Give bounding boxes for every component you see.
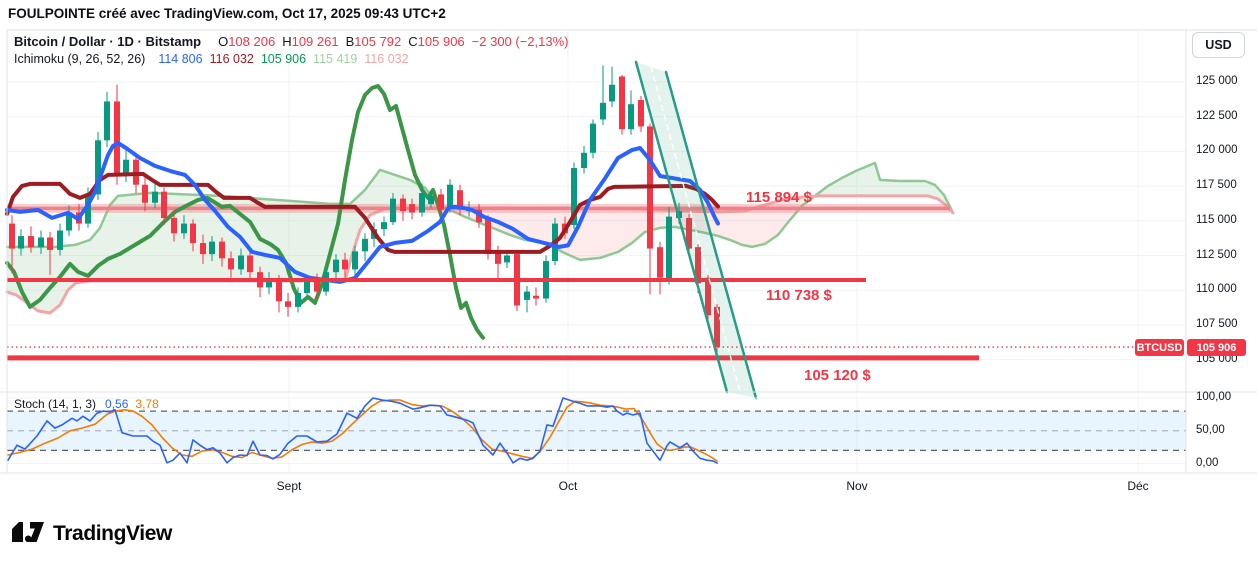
ichimoku-chikou-value: 105 906 xyxy=(260,52,307,66)
symbol-title[interactable]: Bitcoin / Dollar · 1D · Bitstamp xyxy=(14,34,202,49)
high-key: H xyxy=(282,34,292,49)
stoch-axis-label: 0,00 xyxy=(1196,456,1219,469)
high-value: 109 261 xyxy=(291,34,339,49)
price-axis-label: 122 500 xyxy=(1196,109,1238,122)
price-axis-label: 115 000 xyxy=(1196,213,1237,226)
stochastic-legend[interactable]: Stoch (14, 1, 3) 0,56 3,78 xyxy=(14,397,159,411)
time-axis-label: Nov xyxy=(846,479,868,493)
tradingview-logo-icon xyxy=(10,513,46,554)
stochastic-k-value: 0,56 xyxy=(105,397,129,411)
symbol-legend[interactable]: Bitcoin / Dollar · 1D · Bitstamp O108 206… xyxy=(14,34,569,49)
ichimoku-senkou-b-value: 116 032 xyxy=(364,52,409,66)
tradingview-logo[interactable]: TradingView xyxy=(10,513,172,554)
low-key: B xyxy=(345,34,355,49)
ichimoku-kijun-value: 116 032 xyxy=(209,52,254,66)
currency-toggle-button[interactable]: USD xyxy=(1192,32,1245,58)
price-axis-label: 117 500 xyxy=(1196,179,1237,192)
stochastic-d-value: 3,78 xyxy=(135,397,159,411)
time-axis-label: Sept xyxy=(276,479,302,493)
ichimoku-senkou-a-value: 115 419 xyxy=(313,52,358,66)
ichimoku-tenkan-value: 114 806 xyxy=(158,52,203,66)
price-axis-label: 120 000 xyxy=(1196,144,1238,157)
tradingview-logo-text: TradingView xyxy=(53,521,172,545)
stoch-axis-label: 50,00 xyxy=(1196,423,1225,436)
close-key: C xyxy=(408,34,418,49)
time-axis-label: Déc xyxy=(1127,479,1149,493)
price-axis-label: 125 000 xyxy=(1196,75,1238,87)
price-axis-label: 112 500 xyxy=(1196,248,1237,261)
support-price-label: 110 738 $ xyxy=(766,287,832,304)
price-axis-label: 110 000 xyxy=(1196,283,1237,296)
stoch-axis-label: 100,00 xyxy=(1196,391,1232,403)
ichimoku-title[interactable]: Ichimoku (9, 26, 52, 26) xyxy=(14,52,146,66)
stochastic-title[interactable]: Stoch (14, 1, 3) xyxy=(14,397,97,411)
close-value: 105 906 xyxy=(417,34,465,49)
price-axis-label: 107 500 xyxy=(1196,317,1238,330)
last-price-axis-flag: 105 906 xyxy=(1187,339,1246,356)
low-value: 105 792 xyxy=(354,34,402,49)
symbol-price-flag: BTCUSD xyxy=(1135,339,1184,356)
resistance-price-label: 115 894 $ xyxy=(746,189,812,206)
chart-watermark-title: FOULPOINTE créé avec TradingView.com, Oc… xyxy=(8,6,446,21)
time-axis-label: Oct xyxy=(558,479,578,493)
change-value: −2 300 (−2,13%) xyxy=(471,34,569,49)
lower-support-price-label: 105 120 $ xyxy=(804,367,871,384)
open-value: 108 206 xyxy=(228,34,276,49)
open-key: O xyxy=(218,34,229,49)
ichimoku-legend[interactable]: Ichimoku (9, 26, 52, 26) 114 806 116 032 10… xyxy=(14,52,409,66)
